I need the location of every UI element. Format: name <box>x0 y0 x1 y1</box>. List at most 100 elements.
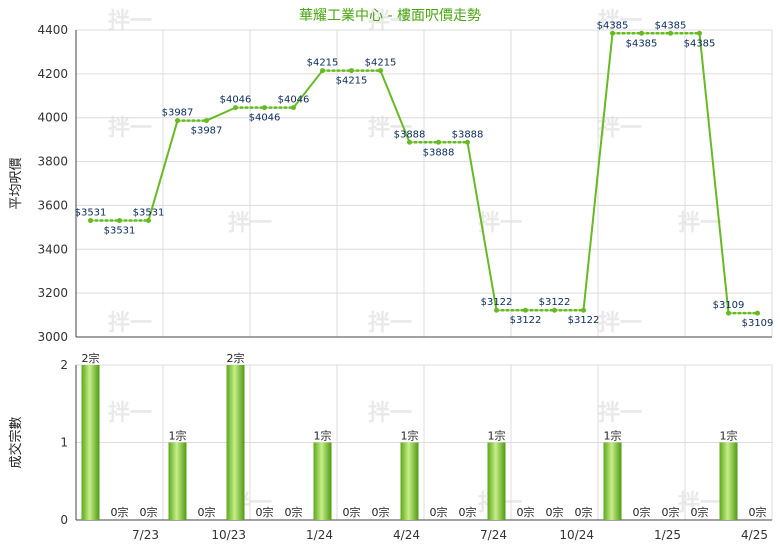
x-tick-label: 10/23 <box>211 528 246 542</box>
bar <box>226 365 245 520</box>
bar-value-label: 0宗 <box>546 505 564 519</box>
data-point-label: $4385 <box>684 38 716 49</box>
data-point <box>610 30 615 36</box>
x-tick-label: 7/24 <box>480 528 507 542</box>
bar <box>719 442 738 520</box>
data-point <box>291 105 296 111</box>
bar-value-label: 1宗 <box>604 429 622 443</box>
data-point-label: $3109 <box>713 300 745 311</box>
x-tick-label: 1/24 <box>306 528 333 542</box>
data-point <box>581 307 586 313</box>
bar-value-label: 1宗 <box>488 429 506 443</box>
bar-value-label: 0宗 <box>198 505 216 519</box>
watermark-text: 拌一 <box>598 116 642 141</box>
data-point <box>117 218 122 224</box>
data-point <box>262 105 267 111</box>
data-point-label: $3888 <box>394 129 426 140</box>
data-point-label: $4385 <box>655 20 687 31</box>
data-point <box>465 139 470 145</box>
bar-value-label: 1宗 <box>314 429 332 443</box>
y-tick-label: 1 <box>60 436 68 450</box>
y-tick-label: 3600 <box>37 198 68 212</box>
data-point <box>320 68 325 74</box>
series-segment <box>292 69 324 109</box>
bar <box>313 442 332 520</box>
bar-value-label: 0宗 <box>459 505 477 519</box>
data-point-label: $4385 <box>597 20 629 31</box>
chart-title: 華耀工業中心 - 樓面呎價走勢 <box>299 7 481 24</box>
data-point-label: $4215 <box>336 76 368 87</box>
y-tick-label: 0 <box>60 513 68 527</box>
bar-value-label: 0宗 <box>140 505 158 519</box>
series-segment <box>698 32 730 315</box>
bar-value-label: 0宗 <box>372 505 390 519</box>
data-point <box>697 30 702 36</box>
watermark-text: 拌一 <box>598 311 642 336</box>
bar-value-label: 0宗 <box>691 505 709 519</box>
y-axis-label: 成交宗數 <box>8 416 24 468</box>
data-point-label: $3122 <box>539 297 571 308</box>
data-point <box>755 310 760 316</box>
watermark-text: 拌一 <box>368 311 412 336</box>
data-point-label: $3888 <box>452 129 484 140</box>
data-point-label: $3122 <box>481 297 513 308</box>
data-point-label: $4385 <box>626 38 658 49</box>
series-segment <box>582 32 614 312</box>
bar-value-label: 0宗 <box>111 505 129 519</box>
data-point-label: $3109 <box>742 318 774 329</box>
watermark-text: 拌一 <box>598 401 642 426</box>
data-point <box>88 218 93 224</box>
bar <box>81 365 100 520</box>
bar-value-label: 2宗 <box>227 351 245 365</box>
series-segment <box>205 106 237 122</box>
bar-value-label: 1宗 <box>401 429 419 443</box>
data-point <box>436 139 441 145</box>
data-point <box>175 118 180 124</box>
bar <box>603 442 622 520</box>
data-point <box>523 307 528 313</box>
y-tick-label: 4000 <box>37 111 68 125</box>
data-point-label: $4215 <box>365 58 397 69</box>
data-point-label: $3987 <box>191 126 223 137</box>
data-point <box>407 139 412 145</box>
x-tick-label: 1/25 <box>654 528 681 542</box>
bar-value-label: 0宗 <box>256 505 274 519</box>
y-tick-label: 3200 <box>37 286 68 300</box>
y-tick-label: 3400 <box>37 242 68 256</box>
series-segment <box>379 69 411 144</box>
data-point <box>378 68 383 74</box>
data-point-label: $4046 <box>220 95 252 106</box>
bar <box>400 442 419 520</box>
bar-value-label: 1宗 <box>169 429 187 443</box>
watermark-text: 拌一 <box>368 401 412 426</box>
bar-value-label: 0宗 <box>430 505 448 519</box>
data-point-label: $3531 <box>75 208 107 219</box>
watermark-text: 拌一 <box>108 116 152 141</box>
data-point <box>233 105 238 111</box>
watermark-text: 拌一 <box>108 311 152 336</box>
x-tick-label: 10/24 <box>559 528 594 542</box>
data-point-label: $4046 <box>249 113 281 124</box>
data-point-label: $3987 <box>162 108 194 119</box>
bar <box>168 442 187 520</box>
bar-value-label: 0宗 <box>749 505 767 519</box>
bar-value-label: 0宗 <box>662 505 680 519</box>
y-axis-label: 平均呎價 <box>9 157 24 209</box>
x-tick-label: 4/25 <box>741 528 768 542</box>
watermark-text: 拌一 <box>478 211 522 236</box>
y-tick-label: 3000 <box>37 330 68 344</box>
bar-value-label: 0宗 <box>517 505 535 519</box>
bar <box>487 442 506 520</box>
bar-value-label: 1宗 <box>720 429 738 443</box>
bar-value-label: 0宗 <box>575 505 593 519</box>
data-point-label: $4215 <box>307 58 339 69</box>
data-point-label: $3122 <box>510 315 542 326</box>
bar-value-label: 0宗 <box>343 505 361 519</box>
data-point <box>146 218 151 224</box>
bar-value-label: 0宗 <box>633 505 651 519</box>
bar-value-label: 0宗 <box>285 505 303 519</box>
y-tick-label: 2 <box>60 358 68 372</box>
data-point-label: $3122 <box>568 315 600 326</box>
data-point <box>494 307 499 313</box>
